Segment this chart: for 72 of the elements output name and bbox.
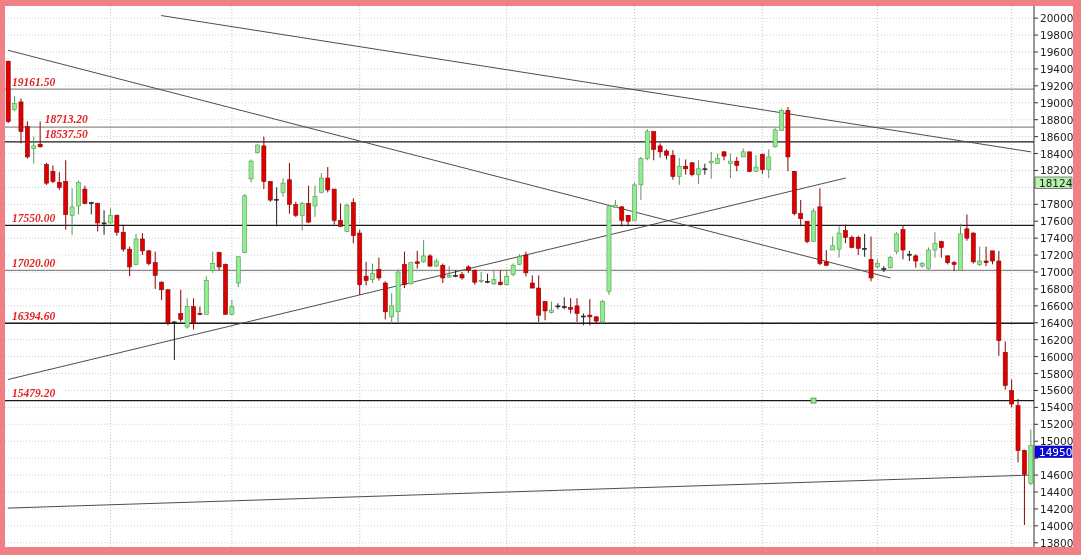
candlestick [370,263,375,284]
candlestick [299,201,305,232]
candlestick [766,148,772,179]
y-tick-label: 15800 [1040,367,1074,380]
y-tick-label: 17000 [1040,266,1074,278]
y-tick-label: 17800 [1040,198,1074,211]
ref-line-label: 15479.20 [12,387,56,400]
y-tick-label: 19000 [1040,96,1074,109]
candlestick [1009,378,1014,408]
candlestick [977,246,983,267]
y-tick-label: 13800 [1040,536,1074,549]
y-tick-label: 18200 [1040,164,1074,177]
ref-line-label: 18713.20 [44,113,89,126]
ref-line-label: 16394.60 [12,309,56,322]
candlestick [491,269,497,286]
ref-line-label: 19161.50 [12,75,56,88]
y-tick-label: 19400 [1040,62,1074,75]
candlestick [523,251,529,277]
candlestick [587,298,593,326]
y-tick-label: 17600 [1040,215,1074,228]
candlestick [868,235,874,282]
candlestick [280,177,286,198]
candlestick [440,263,446,284]
candlestick [900,224,906,260]
candlestick [95,202,101,232]
candlestick [37,120,43,149]
candlestick [210,251,216,274]
candlestick [894,231,899,255]
y-tick-label: 19200 [1040,79,1074,92]
candlestick [600,299,605,325]
y-tick-label: 18800 [1040,113,1074,126]
y-tick-label: 16400 [1040,316,1074,329]
y-tick-label: 14200 [1040,502,1074,515]
ref-line-label: 18537.50 [44,128,89,141]
candlestick [312,185,318,218]
y-tick-label: 19600 [1040,46,1074,58]
candlestick [248,158,254,183]
candlestick [753,154,759,173]
candlestick [152,251,158,290]
candlestick [178,289,184,323]
candlestick [184,297,190,330]
ref-line-label: 17550.00 [12,211,56,224]
y-tick-label: 15000 [1040,435,1074,448]
candlestick [676,157,682,186]
y-tick-label: 14600 [1040,469,1074,482]
y-tick-label: 20000 [1040,12,1074,25]
y-tick-label: 16600 [1040,299,1074,312]
y-tick-label: 17400 [1040,232,1074,245]
candlestick [862,233,867,258]
candlestick [402,251,407,289]
y-tick-label: 14400 [1040,486,1074,498]
candlestick [421,239,426,264]
y-tick-label: 16000 [1040,350,1074,363]
text: 14950 [1039,445,1073,458]
y-tick-label: 14000 [1040,519,1074,532]
y-tick-label: 18600 [1040,130,1074,143]
y-tick-label: 19800 [1040,29,1074,42]
candlestick [306,185,311,224]
candlestick [804,220,810,244]
y-tick-label: 15600 [1040,384,1074,397]
y-tick-label: 18400 [1040,147,1074,160]
y-tick-label: 16800 [1040,282,1074,295]
y-tick-label: 17200 [1040,249,1074,262]
candlestick [376,257,382,281]
y-tick-label: 15400 [1040,401,1074,414]
text: 18124 [1039,176,1073,189]
ref-line-label: 17020.00 [12,256,56,269]
y-tick-label: 16200 [1040,333,1074,346]
candlestick [728,153,733,179]
candlestick [31,136,37,165]
candlestick [696,159,701,185]
y-tick-label: 15200 [1040,418,1074,431]
